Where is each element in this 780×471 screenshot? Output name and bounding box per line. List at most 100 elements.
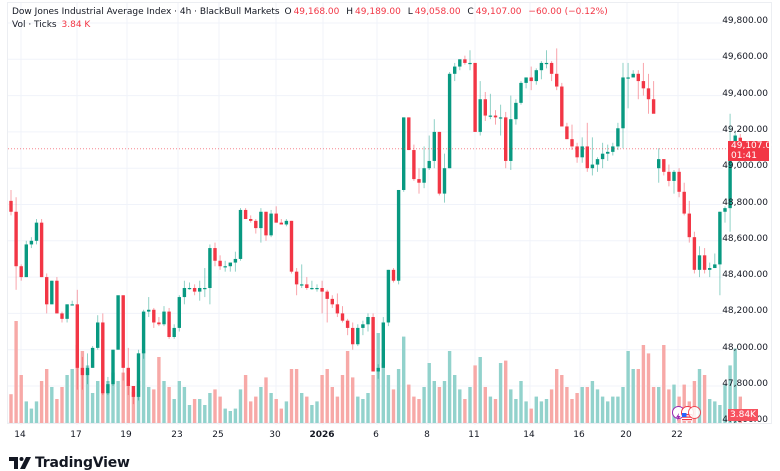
candle-body[interactable]	[233, 258, 238, 263]
candle-body[interactable]	[330, 298, 334, 305]
candle-body[interactable]	[391, 269, 396, 281]
candle-body[interactable]	[407, 117, 411, 151]
candle-body[interactable]	[213, 248, 217, 261]
candle-body[interactable]	[493, 115, 498, 118]
candle-body[interactable]	[274, 213, 278, 223]
candle-body[interactable]	[611, 146, 615, 152]
candle-body[interactable]	[621, 77, 625, 129]
candle-body[interactable]	[636, 73, 640, 82]
candle-body[interactable]	[692, 237, 697, 270]
candle-body[interactable]	[289, 220, 294, 272]
candle-body[interactable]	[147, 309, 151, 312]
candle-body[interactable]	[549, 62, 554, 74]
candle-body[interactable]	[50, 280, 54, 305]
candle-body[interactable]	[657, 159, 661, 169]
candle-body[interactable]	[356, 327, 360, 345]
candle-body[interactable]	[177, 297, 181, 328]
candle-body[interactable]	[39, 222, 44, 278]
candle-body[interactable]	[417, 179, 421, 183]
candle-body[interactable]	[70, 304, 74, 306]
candle-body[interactable]	[478, 99, 482, 132]
candle-body[interactable]	[402, 117, 406, 190]
candle-body[interactable]	[116, 295, 120, 350]
candle-body[interactable]	[19, 266, 23, 278]
candle-body[interactable]	[641, 81, 646, 89]
candle-body[interactable]	[371, 317, 375, 372]
candle-body[interactable]	[687, 213, 691, 238]
candle-body[interactable]	[238, 209, 243, 259]
candle-body[interactable]	[152, 309, 156, 323]
candle-body[interactable]	[269, 213, 273, 236]
candle-body[interactable]	[136, 353, 141, 397]
candle-body[interactable]	[9, 200, 13, 212]
candle-body[interactable]	[600, 153, 605, 160]
candle-body[interactable]	[223, 266, 227, 268]
candle-body[interactable]	[606, 151, 610, 154]
candle-body[interactable]	[300, 284, 304, 286]
candle-body[interactable]	[345, 320, 350, 328]
candle-body[interactable]	[182, 287, 187, 298]
candle-body[interactable]	[697, 255, 702, 270]
candle-body[interactable]	[279, 222, 283, 225]
candle-body[interactable]	[340, 313, 345, 321]
candle-body[interactable]	[121, 295, 125, 368]
candle-body[interactable]	[529, 77, 533, 82]
candle-body[interactable]	[157, 322, 161, 325]
candle-body[interactable]	[24, 244, 28, 278]
candle-body[interactable]	[85, 367, 90, 376]
candle-body[interactable]	[325, 291, 329, 299]
tradingview-logo[interactable]: TradingView	[9, 455, 130, 471]
candle-body[interactable]	[172, 327, 176, 337]
candlestick-chart[interactable]	[8, 3, 773, 425]
candle-body[interactable]	[264, 211, 268, 236]
candle-body[interactable]	[555, 73, 559, 87]
candle-body[interactable]	[366, 317, 370, 325]
candle-body[interactable]	[131, 386, 136, 397]
candle-body[interactable]	[34, 222, 39, 241]
candle-body[interactable]	[488, 115, 493, 117]
candle-body[interactable]	[310, 287, 314, 290]
candle-body[interactable]	[447, 73, 452, 169]
candle-body[interactable]	[565, 126, 569, 140]
candle-body[interactable]	[422, 168, 426, 183]
candle-body[interactable]	[198, 287, 202, 292]
candle-body[interactable]	[55, 280, 59, 314]
candle-body[interactable]	[96, 322, 100, 348]
candle-body[interactable]	[14, 211, 18, 267]
candle-body[interactable]	[218, 260, 222, 267]
candle-body[interactable]	[437, 131, 442, 194]
candle-body[interactable]	[468, 62, 472, 65]
candle-body[interactable]	[723, 208, 727, 212]
candle-body[interactable]	[498, 117, 503, 119]
candle-body[interactable]	[65, 304, 69, 319]
volume-title[interactable]: Vol · Ticks	[12, 20, 57, 30]
candle-body[interactable]	[208, 248, 212, 288]
candle-body[interactable]	[162, 311, 166, 325]
candle-body[interactable]	[453, 66, 457, 74]
candle-body[interactable]	[677, 171, 681, 192]
candle-body[interactable]	[386, 269, 391, 323]
candle-body[interactable]	[682, 191, 686, 214]
candle-body[interactable]	[361, 324, 365, 328]
candle-body[interactable]	[728, 148, 732, 209]
candle-body[interactable]	[524, 77, 528, 83]
candle-body[interactable]	[631, 73, 635, 78]
candle-body[interactable]	[580, 146, 584, 158]
candle-body[interactable]	[249, 219, 253, 221]
candle-body[interactable]	[590, 164, 595, 169]
candle-body[interactable]	[702, 255, 707, 270]
candle-body[interactable]	[509, 119, 513, 161]
candle-body[interactable]	[101, 322, 105, 394]
symbol-title[interactable]: Dow Jones Industrial Average Index · 4h …	[12, 7, 280, 17]
candle-body[interactable]	[60, 313, 64, 319]
candle-body[interactable]	[228, 262, 232, 267]
candle-body[interactable]	[320, 287, 324, 292]
candle-body[interactable]	[718, 211, 722, 265]
candle-body[interactable]	[412, 150, 416, 180]
candle-body[interactable]	[519, 82, 523, 103]
candle-body[interactable]	[595, 159, 600, 165]
candle-body[interactable]	[376, 367, 380, 372]
candle-body[interactable]	[75, 304, 79, 368]
candle-body[interactable]	[458, 59, 462, 67]
candle-body[interactable]	[284, 220, 289, 225]
